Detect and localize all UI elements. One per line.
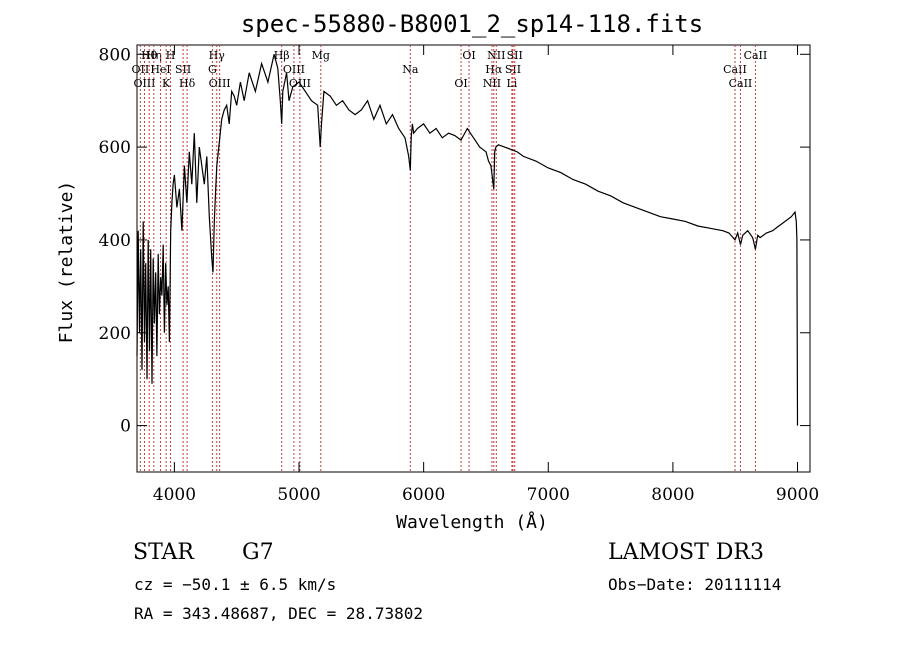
line-marker-label-24: SII	[507, 49, 523, 62]
x-tick-label-3: 7000	[527, 485, 570, 505]
x-tick-label-2: 6000	[402, 485, 445, 505]
obs-date-label: Obs−Date: 20111114	[608, 575, 781, 594]
line-marker-label-22: SII	[505, 63, 521, 76]
line-marker-label-5: K	[162, 77, 171, 90]
line-marker-label-10: G	[208, 63, 217, 76]
line-marker-label-27: CaII	[744, 49, 768, 62]
redshift-label: cz = −50.1 ± 6.5 km/s	[134, 575, 336, 594]
line-marker-label-26: CaII	[729, 77, 753, 90]
line-marker-label-19: Hα	[485, 63, 503, 76]
line-marker-label-25: CaII	[723, 63, 747, 76]
plot-frame	[136, 44, 811, 473]
line-marker-label-7: SII	[175, 63, 191, 76]
line-marker-label-18: OI	[462, 49, 475, 62]
x-axis-label: Wavelength (Å)	[396, 511, 548, 533]
line-marker-label-16: Na	[402, 63, 419, 76]
y-axis-label: Flux (relative)	[56, 181, 77, 344]
class-label: STAR	[133, 540, 195, 565]
flux-series	[136, 54, 799, 426]
line-marker-label-9: Hγ	[209, 49, 226, 62]
line-marker-label-4: HeI	[150, 63, 170, 76]
y-tick-label-0: 0	[120, 417, 131, 437]
axis-ticks: 4000 5000 6000 7000 8000 9000 0 200 400 600 800	[99, 45, 819, 505]
x-tick-label-0: 4000	[153, 485, 196, 505]
x-tick-label-1: 5000	[277, 485, 320, 505]
y-tick-label-4: 800	[99, 45, 131, 65]
line-marker-label-6: H	[166, 49, 176, 62]
line-marker-label-23: Li	[506, 77, 517, 90]
y-tick-label-1: 200	[99, 324, 131, 344]
line-marker-label-12: Hβ	[274, 49, 290, 62]
subclass-label: G7	[242, 540, 274, 565]
survey-label: LAMOST DR3	[608, 540, 764, 565]
line-marker-label-17: OI	[454, 77, 467, 90]
line-marker-label-21: NII	[487, 49, 505, 62]
y-tick-label-2: 400	[99, 231, 131, 251]
line-marker-label-15: Mg	[312, 49, 330, 62]
x-tick-label-5: 9000	[776, 485, 819, 505]
x-tick-label-4: 8000	[651, 485, 694, 505]
line-marker-label-1: OII	[132, 63, 150, 76]
line-marker-label-11: OIII	[209, 77, 231, 90]
coordinates-label: RA = 343.48687, DEC = 28.73802	[134, 604, 423, 623]
line-marker-label-3: Hη	[146, 49, 162, 62]
line-marker-label-2: OIII	[133, 77, 155, 90]
y-tick-label-3: 600	[99, 138, 131, 158]
series-line-0	[136, 54, 799, 426]
chart-title: spec-55880-B8001_2_sp14-118.fits	[241, 10, 703, 38]
line-marker-label-8: Hδ	[179, 77, 196, 90]
line-marker-label-20: NII	[483, 77, 501, 90]
